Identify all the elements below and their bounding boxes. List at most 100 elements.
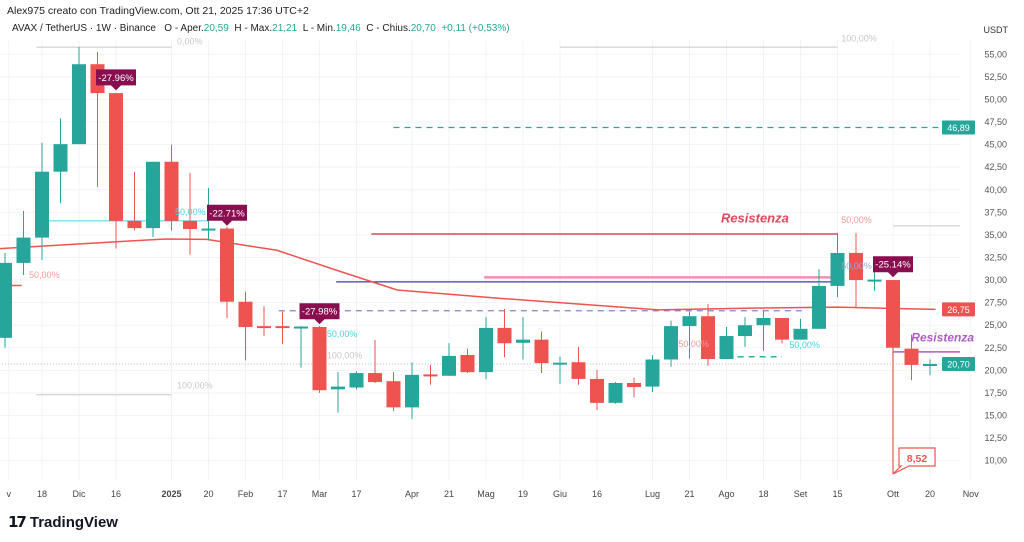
low-price-callout (892, 447, 936, 475)
change-value: +0,11 (+0,53%) (441, 23, 510, 34)
candle-up (738, 325, 752, 337)
percent-callout-box (299, 303, 340, 325)
candle-down (423, 374, 438, 377)
y-tick-label: 20,00 (984, 365, 1007, 375)
x-tick-label: v (6, 489, 11, 499)
candle-up (405, 374, 419, 408)
y-tick-label: 22,50 (984, 343, 1007, 353)
candle-down (164, 161, 179, 221)
chart-text-label: 50,00% (841, 261, 872, 271)
x-tick-label: 18 (758, 489, 768, 499)
x-tick-label: 21 (684, 489, 694, 499)
candle-up (146, 161, 160, 229)
x-tick-label: Apr (405, 489, 419, 499)
chart-text-label: 100,00% (177, 380, 213, 390)
candle-down (220, 228, 234, 302)
y-tick-label: 55,00 (984, 49, 1007, 59)
symbol-name[interactable]: AVAX / TetherUS · 1W · Binance (12, 23, 156, 34)
percent-callout-box (207, 204, 247, 226)
x-tick-label: Set (794, 489, 808, 499)
candle-down (775, 317, 789, 340)
chart-text-label: 100,00% (841, 34, 877, 44)
x-tick-label: Ago (718, 489, 734, 499)
percent-callout-text: -27.98% (302, 307, 338, 318)
candle-up (331, 386, 345, 390)
candle-up (201, 228, 216, 231)
x-tick-label: 17 (351, 489, 361, 499)
candle-up (608, 382, 623, 403)
candle-up (553, 362, 567, 365)
price-axis-tag (942, 302, 975, 317)
candle-down (590, 378, 604, 403)
price-axis-tag-text: 46,89 (947, 123, 970, 133)
low-label: L - Min. (302, 23, 336, 34)
x-tick-label: Nov (963, 489, 980, 499)
tradingview-logo-text: TradingView (29, 513, 118, 531)
y-tick-label: 40,00 (984, 185, 1007, 195)
x-tick-label: Ott (887, 489, 900, 499)
close-label: C - Chius. (366, 23, 411, 34)
candle-down (460, 354, 475, 373)
candle-down (571, 362, 586, 379)
open-label: O - Aper. (164, 23, 204, 34)
candle-up (72, 64, 86, 145)
y-tick-label: 30,00 (984, 275, 1007, 285)
chart-text-label: 50,00% (29, 270, 60, 280)
x-tick-label: 18 (37, 489, 47, 499)
price-axis-tag-text: 26,75 (947, 305, 970, 315)
y-tick-label: 42,50 (984, 162, 1007, 172)
chart-text-label: 50,00% (841, 215, 872, 225)
y-tick-label: 12,50 (984, 433, 1007, 443)
candle-down (886, 280, 900, 348)
percent-callout-text: -22.71% (209, 208, 245, 219)
y-tick-label: 25,00 (984, 320, 1007, 330)
x-tick-label: 19 (518, 489, 528, 499)
y-tick-label: 15,00 (984, 411, 1007, 421)
candle-down (497, 327, 512, 344)
y-tick-label: 47,50 (984, 117, 1007, 127)
candle-up (645, 359, 660, 387)
candle-down (257, 326, 271, 329)
candle-down (127, 220, 142, 229)
candle-up (830, 252, 845, 286)
candle-up (53, 144, 68, 172)
chart-text-label: 50,00% (175, 207, 206, 217)
candle-down (701, 316, 715, 360)
x-tick-label: Lug (645, 489, 660, 499)
moving-average-line (0, 238, 936, 311)
chart-credit: Alex975 creato con TradingView.com, Ott … (7, 5, 309, 17)
percent-callout-text: -27.96% (98, 73, 134, 84)
candle-down (627, 382, 641, 388)
close-value: 20,70 (410, 23, 436, 34)
x-tick-label: 21 (444, 489, 454, 499)
y-tick-label: 50,00 (984, 94, 1007, 104)
y-tick-label: 37,50 (984, 207, 1007, 217)
candle-up (867, 279, 882, 282)
y-tick-label: 32,50 (984, 252, 1007, 262)
y-tick-label: 27,50 (984, 298, 1007, 308)
y-tick-label: 52,50 (984, 72, 1007, 82)
x-tick-label: 15 (832, 489, 842, 499)
x-tick-label: 16 (111, 489, 121, 499)
candle-down (312, 327, 327, 391)
low-price-text: 8,52 (907, 453, 928, 465)
candle-down (183, 220, 197, 230)
chart-text-label: 0,00% (177, 36, 203, 46)
chart-text-label: 50,00% (789, 340, 820, 350)
x-tick-label: 20 (925, 489, 935, 499)
candlestick-chart[interactable]: -27.96% -22.71% -27.98% -25.14% 8,52 USDT 55,0… (0, 0, 1024, 510)
candle-down (109, 93, 123, 221)
candle-down (386, 381, 401, 408)
candle-up (516, 339, 530, 343)
open-value: 20,59 (203, 23, 229, 34)
y-tick-label: 17,50 (984, 388, 1007, 398)
chart-text-label: 50,00% (678, 339, 709, 349)
currency-label: USDT (984, 25, 1009, 35)
candle-down (368, 373, 382, 383)
tradingview-logo[interactable]: 𝟭𝟳 TradingView (8, 513, 118, 532)
x-tick-label: 20 (203, 489, 213, 499)
x-tick-label: Mar (312, 489, 328, 499)
y-tick-label: 35,00 (984, 230, 1007, 240)
candle-up (35, 171, 49, 238)
candle-down (238, 301, 253, 328)
